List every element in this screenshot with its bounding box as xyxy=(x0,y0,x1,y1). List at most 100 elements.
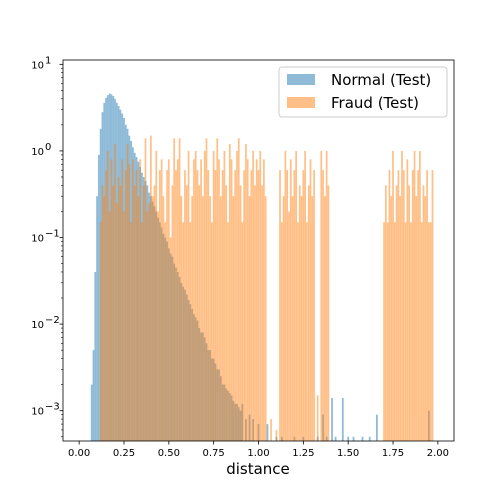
fraud-bar xyxy=(150,135,152,442)
fraud-bar xyxy=(417,170,419,441)
fraud-bar xyxy=(139,159,141,441)
fraud-bar xyxy=(384,185,387,441)
fraud-bar xyxy=(239,185,242,441)
fraud-bar xyxy=(171,185,174,441)
fraud-bar xyxy=(196,170,199,441)
x-tick-label: 1.75 xyxy=(382,448,404,459)
fraud-bar xyxy=(128,164,131,441)
fraud-bar xyxy=(408,185,411,441)
fraud-bar xyxy=(257,170,260,441)
fraud-bar xyxy=(324,196,326,441)
legend-box xyxy=(278,66,448,118)
fraud-bar xyxy=(230,159,233,441)
fraud-bar xyxy=(263,159,265,441)
x-tick-label: 1.50 xyxy=(337,448,359,459)
fraud-bar xyxy=(313,170,315,441)
normal-bar xyxy=(368,436,371,441)
x-tick-label: 1.25 xyxy=(292,448,314,459)
normal-bar xyxy=(97,154,100,441)
fraud-bar xyxy=(429,222,432,441)
fraud-bar xyxy=(162,196,165,441)
fraud-bar xyxy=(180,196,183,441)
y-tick-label: 10 xyxy=(31,60,44,71)
fraud-bar xyxy=(284,150,287,442)
fraud-bar xyxy=(216,138,219,441)
normal-bar xyxy=(92,350,95,441)
fraud-bar xyxy=(320,150,323,442)
fraud-bar xyxy=(322,170,324,441)
x-axis-label: distance xyxy=(226,460,290,478)
fraud-bar xyxy=(264,196,267,441)
fraud-bar xyxy=(388,170,391,441)
y-tick-exponent: −3 xyxy=(45,402,60,413)
fraud-bar xyxy=(298,185,301,441)
fraud-bar xyxy=(255,159,258,441)
normal-bar xyxy=(375,414,378,441)
fraud-bar xyxy=(110,159,113,441)
fraud-bar xyxy=(419,150,421,442)
fraud-bar xyxy=(187,150,190,442)
normal-bar xyxy=(90,384,93,441)
legend-swatch-normal xyxy=(287,74,315,85)
fraud-bar xyxy=(289,159,292,441)
fraud-bar xyxy=(212,150,215,442)
fraud-bar xyxy=(402,170,405,441)
fraud-bar xyxy=(225,185,228,441)
fraud-bar xyxy=(261,185,263,441)
fraud-bar xyxy=(207,170,210,441)
fraud-bar xyxy=(189,222,192,441)
fraud-bar xyxy=(327,185,330,441)
x-tick-label: 1.00 xyxy=(247,448,269,459)
fraud-bar xyxy=(151,196,154,441)
fraud-bar xyxy=(108,211,111,441)
fraud-bar xyxy=(119,185,122,441)
fraud-bar xyxy=(209,196,211,441)
fraud-bar xyxy=(252,150,254,442)
fraud-bar xyxy=(133,185,136,441)
fraud-bar xyxy=(275,429,278,441)
y-tick-exponent: −1 xyxy=(45,229,60,240)
fraud-bar xyxy=(306,222,308,441)
fraud-bar xyxy=(304,150,306,442)
fraud-bar xyxy=(295,150,298,442)
x-axis-ticks: 0.00 0.25 0.50 0.75 1.00 1.25 1.50 1.75 2.00 xyxy=(68,441,449,459)
fraud-bar xyxy=(307,185,310,441)
fraud-bar xyxy=(236,150,238,442)
fraud-bar xyxy=(214,170,217,441)
fraud-bar xyxy=(228,144,231,441)
x-tick-label: 0.75 xyxy=(203,448,225,459)
fraud-bar xyxy=(426,170,428,441)
normal-bar xyxy=(96,196,98,441)
normal-bar xyxy=(94,271,97,441)
fraud-bar xyxy=(390,196,393,441)
fraud-bar xyxy=(309,159,312,441)
normal-bar xyxy=(361,436,364,441)
fraud-bar xyxy=(420,222,423,441)
fraud-bar xyxy=(132,159,134,441)
fraud-bar xyxy=(393,222,396,441)
fraud-bar xyxy=(246,159,249,441)
fraud-bar xyxy=(146,211,149,441)
fraud-bar xyxy=(121,159,124,441)
y-tick-label: 10 xyxy=(31,407,44,418)
fraud-bar xyxy=(178,138,181,441)
y-tick-exponent: −2 xyxy=(45,315,60,326)
fraud-bar xyxy=(126,144,129,441)
fraud-bar xyxy=(103,196,106,441)
fraud-bar xyxy=(185,185,188,441)
fraud-bar xyxy=(286,170,289,441)
fraud-bar xyxy=(413,150,416,442)
fraud-bar xyxy=(99,222,102,441)
fraud-bar xyxy=(428,222,430,441)
y-tick-label: 10 xyxy=(31,320,44,331)
fraud-bar xyxy=(115,203,118,441)
fraud-bar xyxy=(106,150,109,442)
normal-bar xyxy=(334,436,337,441)
legend-swatch-fraud xyxy=(287,97,315,108)
fraud-bar xyxy=(259,150,262,442)
fraud-bar xyxy=(164,222,167,441)
fraud-bar xyxy=(248,196,251,441)
fraud-bar xyxy=(202,196,204,441)
fraud-bar xyxy=(395,185,398,441)
